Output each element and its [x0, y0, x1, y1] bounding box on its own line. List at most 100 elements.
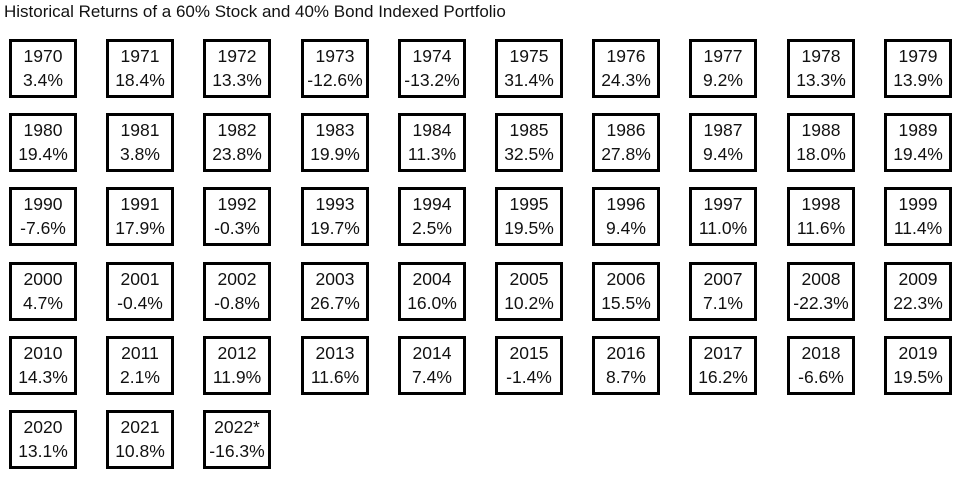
return-value: 27.8%	[601, 144, 651, 164]
return-value: 16.0%	[407, 293, 457, 313]
year-cell: 2009 22.3%	[884, 262, 952, 321]
return-value: 11.9%	[212, 367, 262, 387]
return-value: 11.6%	[310, 367, 360, 387]
year-label: 2016	[606, 343, 646, 363]
return-value: 11.3%	[407, 144, 457, 164]
year-cell: 2007 7.1%	[689, 262, 757, 321]
return-value: 15.5%	[601, 293, 651, 313]
year-label: 1993	[315, 194, 355, 214]
year-cell: 1977 9.2%	[689, 39, 757, 98]
year-cell: 1970 3.4%	[9, 39, 77, 98]
return-value: 9.2%	[703, 70, 743, 90]
return-value: 10.8%	[115, 441, 165, 461]
year-cell: 2011 2.1%	[106, 336, 174, 395]
year-label: 1971	[120, 46, 160, 66]
return-value: 11.0%	[698, 218, 748, 238]
return-value: 4.7%	[23, 293, 63, 313]
year-cell: 2020 13.1%	[9, 410, 77, 469]
year-label: 1995	[509, 194, 549, 214]
year-cell: 2015 -1.4%	[495, 336, 563, 395]
year-label: 1992	[217, 194, 257, 214]
return-value: -16.3%	[209, 441, 265, 461]
return-value: 16.2%	[698, 367, 748, 387]
return-value: 19.5%	[504, 218, 554, 238]
year-cell: 2005 10.2%	[495, 262, 563, 321]
year-label: 2002	[217, 269, 257, 289]
return-value: -6.6%	[798, 367, 844, 387]
year-label: 2020	[23, 417, 63, 437]
year-cell: 2008 -22.3%	[787, 262, 855, 321]
return-value: 3.8%	[120, 144, 160, 164]
return-value: -22.3%	[793, 293, 849, 313]
year-cell: 1992 -0.3%	[203, 187, 271, 246]
year-cell: 2018 -6.6%	[787, 336, 855, 395]
year-cell: 1989 19.4%	[884, 113, 952, 172]
year-cell: 1978 13.3%	[787, 39, 855, 98]
return-value: -1.4%	[506, 367, 552, 387]
return-value: 13.9%	[893, 70, 943, 90]
year-label: 2019	[898, 343, 938, 363]
year-label: 2007	[703, 269, 743, 289]
return-value: 31.4%	[504, 70, 554, 90]
year-label: 2010	[23, 343, 63, 363]
year-label: 1997	[703, 194, 743, 214]
year-cell: 2022* -16.3%	[203, 410, 271, 469]
year-label: 2008	[801, 269, 841, 289]
year-cell: 1986 27.8%	[592, 113, 660, 172]
return-value: 24.3%	[601, 70, 651, 90]
year-label: 1984	[412, 120, 452, 140]
year-cell: 2003 26.7%	[301, 262, 369, 321]
year-cell: 1972 13.3%	[203, 39, 271, 98]
year-label: 2003	[315, 269, 355, 289]
year-cell: 1998 11.6%	[787, 187, 855, 246]
year-label: 1991	[120, 194, 160, 214]
year-label: 1988	[801, 120, 841, 140]
year-label: 1977	[703, 46, 743, 66]
year-label: 2000	[23, 269, 63, 289]
return-value: 11.6%	[796, 218, 846, 238]
return-value: -7.6%	[20, 218, 66, 238]
year-label: 1972	[217, 46, 257, 66]
year-label: 2022*	[214, 417, 260, 437]
year-cell: 1980 19.4%	[9, 113, 77, 172]
return-value: 17.9%	[115, 218, 165, 238]
return-value: 18.0%	[796, 144, 846, 164]
year-cell: 1997 11.0%	[689, 187, 757, 246]
year-cell: 2017 16.2%	[689, 336, 757, 395]
year-cell: 2016 8.7%	[592, 336, 660, 395]
year-cell: 2012 11.9%	[203, 336, 271, 395]
year-cell: 1971 18.4%	[106, 39, 174, 98]
year-label: 1985	[509, 120, 549, 140]
year-cell: 1983 19.9%	[301, 113, 369, 172]
year-label: 1973	[315, 46, 355, 66]
year-label: 1986	[606, 120, 646, 140]
year-cell: 2021 10.8%	[106, 410, 174, 469]
return-value: 9.4%	[703, 144, 743, 164]
year-label: 2006	[606, 269, 646, 289]
return-value: 22.3%	[893, 293, 943, 313]
return-value: 26.7%	[310, 293, 360, 313]
return-value: 8.7%	[606, 367, 646, 387]
year-label: 1990	[23, 194, 63, 214]
year-cell: 1974 -13.2%	[398, 39, 466, 98]
year-label: 1980	[23, 120, 63, 140]
return-value: -13.2%	[404, 70, 460, 90]
year-label: 2009	[898, 269, 938, 289]
year-cell: 2010 14.3%	[9, 336, 77, 395]
year-cell: 1990 -7.6%	[9, 187, 77, 246]
year-label: 2017	[703, 343, 743, 363]
return-value: 7.4%	[412, 367, 452, 387]
return-value: 19.4%	[18, 144, 68, 164]
year-label: 1994	[412, 194, 452, 214]
year-label: 2014	[412, 343, 452, 363]
year-cell: 2000 4.7%	[9, 262, 77, 321]
return-value: 14.3%	[18, 367, 68, 387]
year-label: 1979	[898, 46, 938, 66]
return-value: 19.9%	[310, 144, 360, 164]
return-value: 7.1%	[703, 293, 743, 313]
year-cell: 1981 3.8%	[106, 113, 174, 172]
year-label: 1996	[606, 194, 646, 214]
year-cell: 1996 9.4%	[592, 187, 660, 246]
year-label: 1974	[412, 46, 452, 66]
year-cell: 1987 9.4%	[689, 113, 757, 172]
